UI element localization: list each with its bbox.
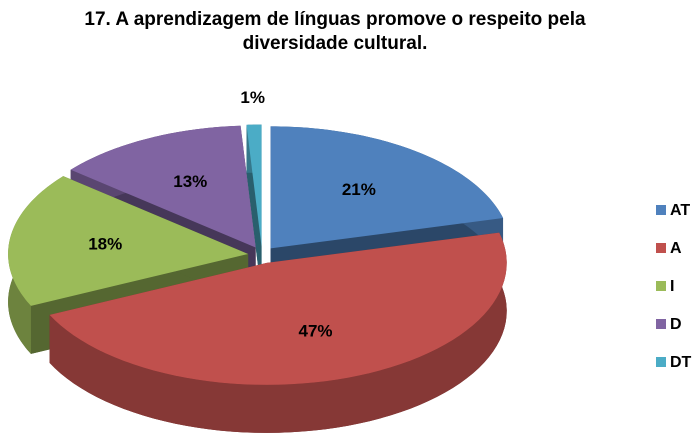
legend-label: A (670, 240, 682, 257)
legend-swatch (656, 205, 666, 215)
legend-swatch (656, 357, 666, 367)
slice-side (49, 232, 507, 433)
legend-label: D (670, 316, 682, 333)
slice (246, 124, 262, 247)
legend-swatch (656, 281, 666, 291)
data-label: 13% (173, 172, 207, 191)
legend-label: I (670, 278, 674, 295)
slice (49, 232, 507, 385)
legend-swatch (656, 243, 666, 253)
data-label: 1% (240, 88, 265, 107)
data-label: 47% (299, 321, 333, 340)
chart-title: 17. A aprendizagem de línguas promove o … (84, 9, 586, 54)
slice (8, 176, 249, 306)
legend-swatch (656, 319, 666, 329)
slice (270, 126, 504, 249)
data-label: 18% (88, 234, 122, 253)
slice (70, 125, 256, 248)
legend-label: AT (670, 202, 690, 219)
data-label: 21% (342, 180, 376, 199)
legend-label: DT (670, 354, 692, 371)
